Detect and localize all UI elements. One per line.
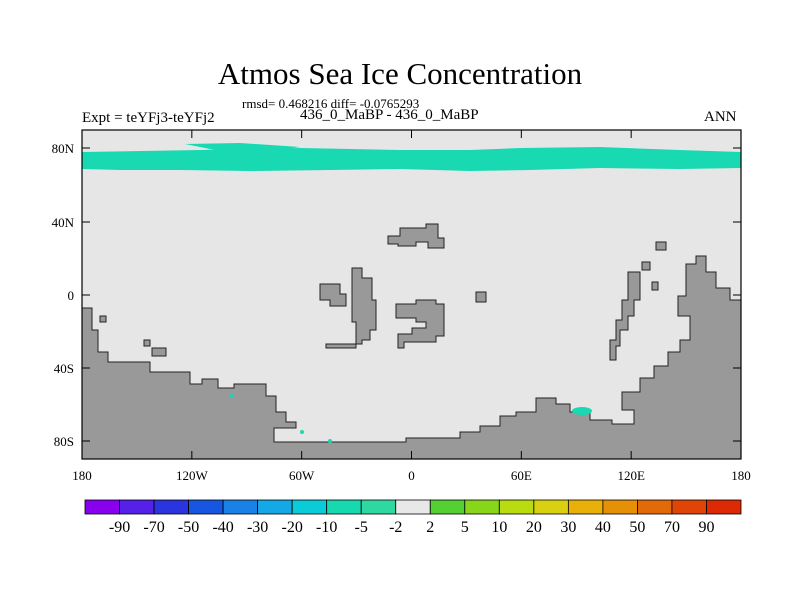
colorbar-swatch <box>188 499 224 515</box>
colorbar-label: 2 <box>426 519 434 536</box>
colorbar-swatch <box>153 499 189 515</box>
land-south-america <box>81 255 742 460</box>
colorbar-label: -20 <box>281 519 302 536</box>
colorbar-label: -30 <box>247 519 268 536</box>
colorbar-swatch <box>567 499 604 515</box>
land-east-bits <box>641 261 651 271</box>
colorbar-label: 70 <box>664 519 680 536</box>
x-axis: 180 120W 60W 0 60E 120E 180 <box>72 130 751 483</box>
colorbar-label: -40 <box>212 519 233 536</box>
colorbar-swatch <box>429 499 466 515</box>
colorbar-label: -10 <box>316 519 337 536</box>
colorbar-label: -70 <box>143 519 164 536</box>
colorbar-label: 90 <box>698 519 714 536</box>
land-east-bit2 <box>655 241 667 251</box>
colorbar-swatch <box>671 499 707 515</box>
map-title: Atmos Sea Ice Concentration <box>217 56 583 91</box>
colorbar-label: 40 <box>595 519 611 536</box>
x-tick-label: 180 <box>731 468 751 483</box>
ice-patch-east <box>572 407 592 415</box>
colorbar-label: 50 <box>629 519 645 536</box>
colorbar-swatch <box>602 499 638 515</box>
colorbar-swatch <box>395 499 431 515</box>
land-island-w <box>99 315 107 323</box>
land-masses <box>81 223 742 460</box>
land-center-east <box>395 299 445 349</box>
y-tick-label: 80S <box>54 434 74 449</box>
colorbar-swatch <box>257 499 293 515</box>
map-subtitle: 436_0_MaBP - 436_0_MaBP <box>300 107 479 123</box>
land-center-west <box>319 283 347 307</box>
colorbar-swatch <box>360 499 397 515</box>
land-africa-north <box>387 223 445 249</box>
land-small-south <box>143 339 151 347</box>
arctic-ice-tongue <box>185 143 300 152</box>
colorbar-swatch <box>498 499 535 515</box>
colorbar-swatch <box>637 499 673 515</box>
colorbar-label: -50 <box>178 519 199 536</box>
y-tick-label: 80N <box>52 141 75 156</box>
colorbar-label: 10 <box>491 519 507 536</box>
colorbar-swatch <box>464 499 500 515</box>
colorbar-swatch <box>706 499 742 515</box>
colorbar-label: -5 <box>355 519 368 536</box>
colorbar-label: 20 <box>526 519 542 536</box>
land-east-arc <box>609 271 641 361</box>
colorbar-swatch <box>326 499 362 515</box>
stats-line: rmsd= 0.468216 diff= -0.0765293 <box>242 96 420 111</box>
x-tick-label: 120W <box>176 468 209 483</box>
colorbar-label: 30 <box>560 519 576 536</box>
colorbar: -90 -70 -50 -40 -30 -20 -10 -5 -2 2 5 10 20 30 40 50 70 9… <box>84 499 742 536</box>
y-tick-label: 40S <box>54 361 74 376</box>
x-tick-label: 60E <box>511 468 532 483</box>
land-center-column <box>325 267 377 349</box>
land-island-sw <box>151 347 167 357</box>
y-tick-label: 0 <box>68 288 75 303</box>
ice-dot-3 <box>328 439 332 443</box>
ice-dot-1 <box>230 394 234 398</box>
colorbar-label: -90 <box>109 519 130 536</box>
colorbar-swatch <box>222 499 259 515</box>
colorbar-swatch <box>291 499 328 515</box>
colorbar-swatch <box>119 499 155 515</box>
y-axis: 80N 40N 0 40S 80S <box>52 141 741 449</box>
colorbar-swatch <box>533 499 569 515</box>
land-center-isle <box>475 291 487 303</box>
ice-dot-2 <box>300 430 304 434</box>
colorbar-label: 5 <box>461 519 469 536</box>
x-tick-label: 180 <box>72 468 92 483</box>
experiment-label: Expt = teYFj3-teYFj2 <box>82 110 215 126</box>
colorbar-swatch <box>84 499 120 515</box>
y-tick-label: 40N <box>52 215 75 230</box>
colorbar-label: -2 <box>389 519 402 536</box>
land-east-bit3 <box>651 281 659 291</box>
x-tick-label: 60W <box>289 468 315 483</box>
x-tick-label: 120E <box>617 468 645 483</box>
x-tick-label: 0 <box>408 468 415 483</box>
arctic-ice-band <box>82 147 741 171</box>
season-label: ANN <box>704 109 737 125</box>
